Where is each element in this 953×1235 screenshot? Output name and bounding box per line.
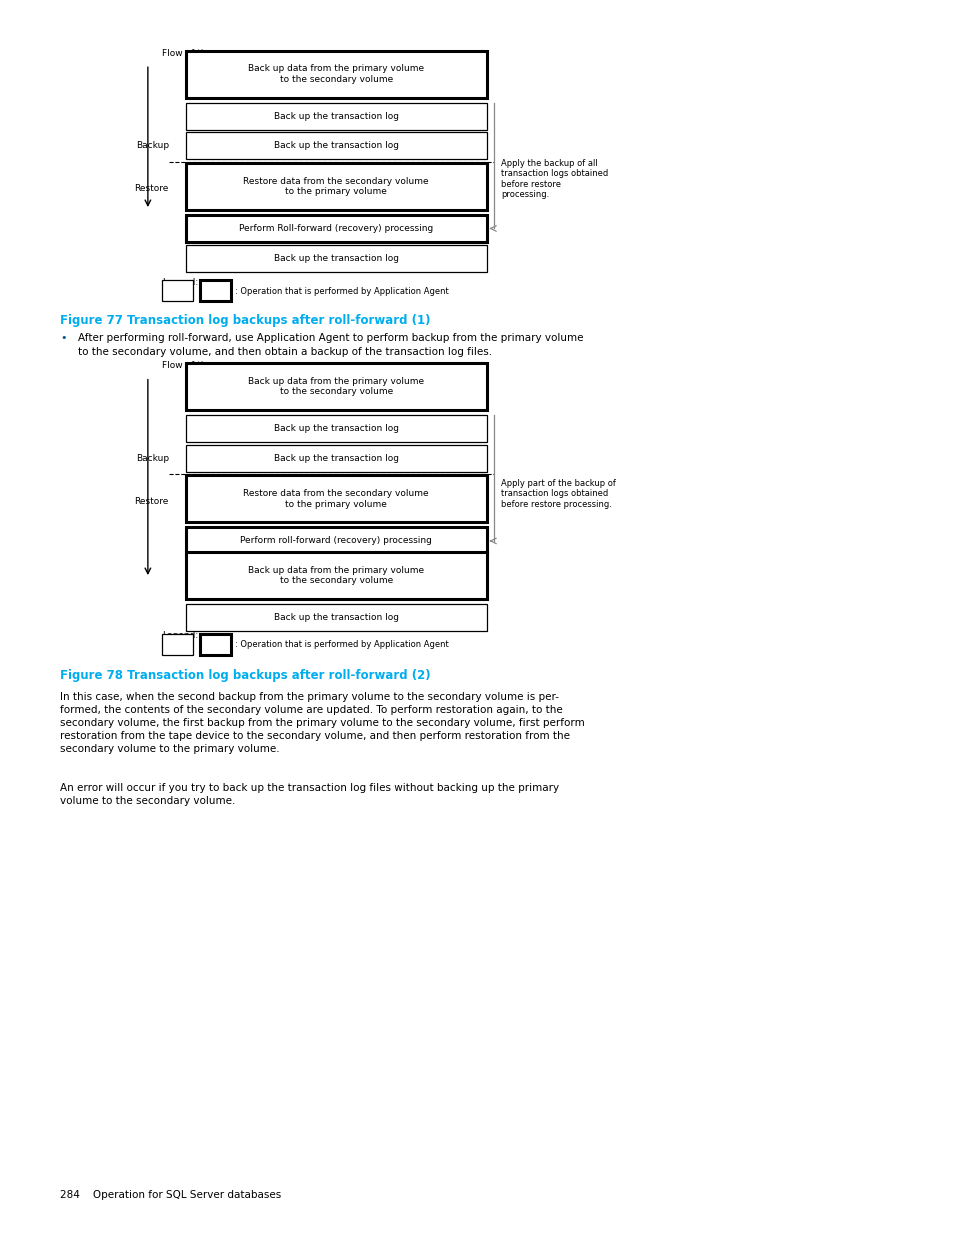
FancyBboxPatch shape [162,280,193,301]
FancyBboxPatch shape [186,363,486,410]
Text: Apply part of the backup of
transaction logs obtained
before restore processing.: Apply part of the backup of transaction … [500,479,615,509]
Text: •: • [60,333,67,343]
Text: Figure 77 Transaction log backups after roll-forward (1): Figure 77 Transaction log backups after … [60,314,430,327]
FancyBboxPatch shape [162,634,193,655]
FancyBboxPatch shape [186,445,486,472]
FancyBboxPatch shape [186,552,486,599]
Text: Back up data from the primary volume
to the secondary volume: Back up data from the primary volume to … [248,377,424,396]
FancyBboxPatch shape [186,132,486,159]
Text: Back up the transaction log: Back up the transaction log [274,613,398,622]
Text: Back up the transaction log: Back up the transaction log [274,424,398,433]
FancyBboxPatch shape [186,163,486,210]
Text: Restore: Restore [134,184,169,194]
Text: Back up the transaction log: Back up the transaction log [274,253,398,263]
FancyBboxPatch shape [186,604,486,631]
Text: Back up the transaction log: Back up the transaction log [274,111,398,121]
Text: An error will occur if you try to back up the transaction log files without back: An error will occur if you try to back u… [60,783,558,806]
FancyBboxPatch shape [200,634,231,655]
Text: Backup: Backup [135,453,169,463]
Text: In this case, when the second backup from the primary volume to the secondary vo: In this case, when the second backup fro… [60,692,584,755]
Text: Back up data from the primary volume
to the secondary volume: Back up data from the primary volume to … [248,64,424,84]
Text: Apply the backup of all
transaction logs obtained
before restore
processing.: Apply the backup of all transaction logs… [500,159,607,199]
Text: Legend:: Legend: [162,631,198,640]
Text: Restore data from the secondary volume
to the primary volume: Restore data from the secondary volume t… [243,177,429,196]
FancyBboxPatch shape [186,475,486,522]
Text: Flow of time: Flow of time [162,362,217,370]
Text: Legend:: Legend: [162,278,198,287]
Text: 284    Operation for SQL Server databases: 284 Operation for SQL Server databases [60,1191,281,1200]
Text: Restore data from the secondary volume
to the primary volume: Restore data from the secondary volume t… [243,489,429,509]
Text: Flow of time: Flow of time [162,49,217,58]
FancyBboxPatch shape [186,103,486,130]
FancyBboxPatch shape [186,51,486,98]
Text: : Operation that is performed by Application Agent: : Operation that is performed by Applica… [234,287,448,296]
FancyBboxPatch shape [186,245,486,272]
FancyBboxPatch shape [186,415,486,442]
Text: Perform Roll-forward (recovery) processing: Perform Roll-forward (recovery) processi… [239,224,433,233]
Text: Back up the transaction log: Back up the transaction log [274,453,398,463]
Text: Back up the transaction log: Back up the transaction log [274,141,398,151]
Text: After performing roll-forward, use Application Agent to perform backup from the : After performing roll-forward, use Appli… [78,333,583,357]
Text: Backup: Backup [135,141,169,151]
Text: Back up data from the primary volume
to the secondary volume: Back up data from the primary volume to … [248,566,424,585]
FancyBboxPatch shape [186,527,486,555]
FancyBboxPatch shape [186,215,486,242]
Text: Figure 78 Transaction log backups after roll-forward (2): Figure 78 Transaction log backups after … [60,669,430,683]
Text: Perform roll-forward (recovery) processing: Perform roll-forward (recovery) processi… [240,536,432,546]
Text: Restore: Restore [134,496,169,506]
FancyBboxPatch shape [200,280,231,301]
Text: : Operation that is performed by Application Agent: : Operation that is performed by Applica… [234,640,448,650]
